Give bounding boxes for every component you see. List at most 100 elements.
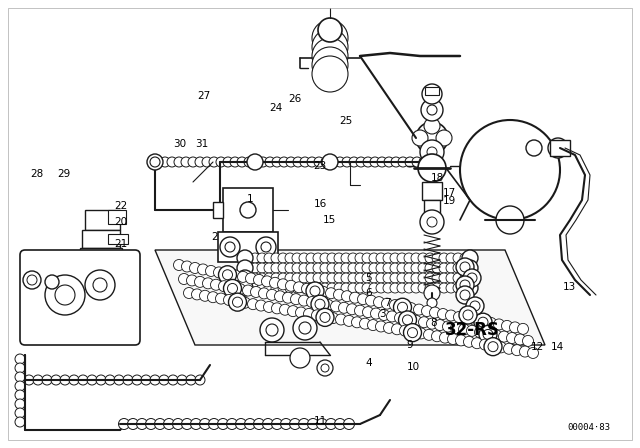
Text: 6: 6 <box>365 289 372 298</box>
Circle shape <box>453 273 463 283</box>
Circle shape <box>462 250 478 266</box>
Circle shape <box>411 273 421 283</box>
Circle shape <box>334 283 344 293</box>
Circle shape <box>286 157 296 167</box>
Circle shape <box>216 293 227 304</box>
Circle shape <box>257 253 267 263</box>
Circle shape <box>413 304 424 315</box>
Circle shape <box>287 306 298 317</box>
Circle shape <box>362 283 372 293</box>
Circle shape <box>349 292 360 303</box>
Circle shape <box>376 283 386 293</box>
Circle shape <box>463 269 481 287</box>
Circle shape <box>496 206 524 234</box>
Circle shape <box>200 418 211 430</box>
Circle shape <box>316 308 334 327</box>
Circle shape <box>355 283 365 293</box>
Circle shape <box>209 418 220 430</box>
Circle shape <box>159 375 169 385</box>
Bar <box>108 234 128 244</box>
Circle shape <box>298 295 310 306</box>
Circle shape <box>251 157 261 167</box>
Circle shape <box>470 314 481 325</box>
Circle shape <box>504 343 515 354</box>
Circle shape <box>412 157 422 167</box>
Circle shape <box>376 253 386 263</box>
Circle shape <box>15 381 25 391</box>
Circle shape <box>209 157 219 167</box>
Circle shape <box>427 147 437 157</box>
Circle shape <box>262 418 273 430</box>
Circle shape <box>445 310 456 321</box>
Circle shape <box>322 154 338 170</box>
Circle shape <box>408 327 417 338</box>
Circle shape <box>426 157 436 167</box>
Circle shape <box>195 276 205 287</box>
Bar <box>425 87 439 95</box>
Circle shape <box>432 273 442 283</box>
Text: 17: 17 <box>443 188 456 198</box>
Text: 19: 19 <box>443 196 456 206</box>
Circle shape <box>278 279 289 290</box>
Circle shape <box>202 157 212 167</box>
Circle shape <box>317 360 333 376</box>
Circle shape <box>422 84 442 104</box>
Circle shape <box>191 418 202 430</box>
Circle shape <box>426 318 438 329</box>
Circle shape <box>15 408 25 418</box>
Circle shape <box>463 310 473 320</box>
Circle shape <box>264 263 274 273</box>
Circle shape <box>256 237 276 257</box>
Circle shape <box>424 329 435 340</box>
Circle shape <box>278 263 288 273</box>
Circle shape <box>403 314 413 325</box>
Circle shape <box>45 275 85 315</box>
Circle shape <box>33 375 43 385</box>
Circle shape <box>280 304 291 315</box>
Circle shape <box>250 283 260 293</box>
Circle shape <box>506 332 518 344</box>
Bar <box>218 232 278 262</box>
Circle shape <box>223 270 232 280</box>
Text: 15: 15 <box>323 215 337 224</box>
Circle shape <box>299 253 309 263</box>
Circle shape <box>315 299 325 309</box>
Circle shape <box>335 314 346 325</box>
Circle shape <box>243 285 253 296</box>
Circle shape <box>355 273 365 283</box>
Circle shape <box>472 338 483 349</box>
Circle shape <box>390 253 400 263</box>
Circle shape <box>341 273 351 283</box>
Circle shape <box>167 157 177 167</box>
Circle shape <box>412 130 428 146</box>
Circle shape <box>299 322 311 334</box>
Circle shape <box>275 291 285 302</box>
Bar <box>213 202 223 218</box>
Circle shape <box>269 277 280 289</box>
Circle shape <box>313 253 323 263</box>
Circle shape <box>467 273 477 283</box>
Circle shape <box>429 307 440 318</box>
Circle shape <box>458 324 470 335</box>
Circle shape <box>460 120 560 220</box>
Text: 8: 8 <box>430 318 436 327</box>
Circle shape <box>383 253 393 263</box>
Circle shape <box>317 418 328 430</box>
Circle shape <box>488 342 498 352</box>
Polygon shape <box>155 250 545 345</box>
Bar <box>424 200 440 220</box>
Circle shape <box>483 329 493 340</box>
Circle shape <box>236 418 246 430</box>
Circle shape <box>188 157 198 167</box>
Circle shape <box>355 263 365 273</box>
Circle shape <box>456 258 474 276</box>
Circle shape <box>253 418 264 430</box>
Circle shape <box>362 273 372 283</box>
Circle shape <box>243 253 253 263</box>
Circle shape <box>446 253 456 263</box>
Circle shape <box>42 375 52 385</box>
Circle shape <box>397 263 407 273</box>
Circle shape <box>453 253 463 263</box>
Circle shape <box>479 339 490 350</box>
Circle shape <box>318 18 342 42</box>
